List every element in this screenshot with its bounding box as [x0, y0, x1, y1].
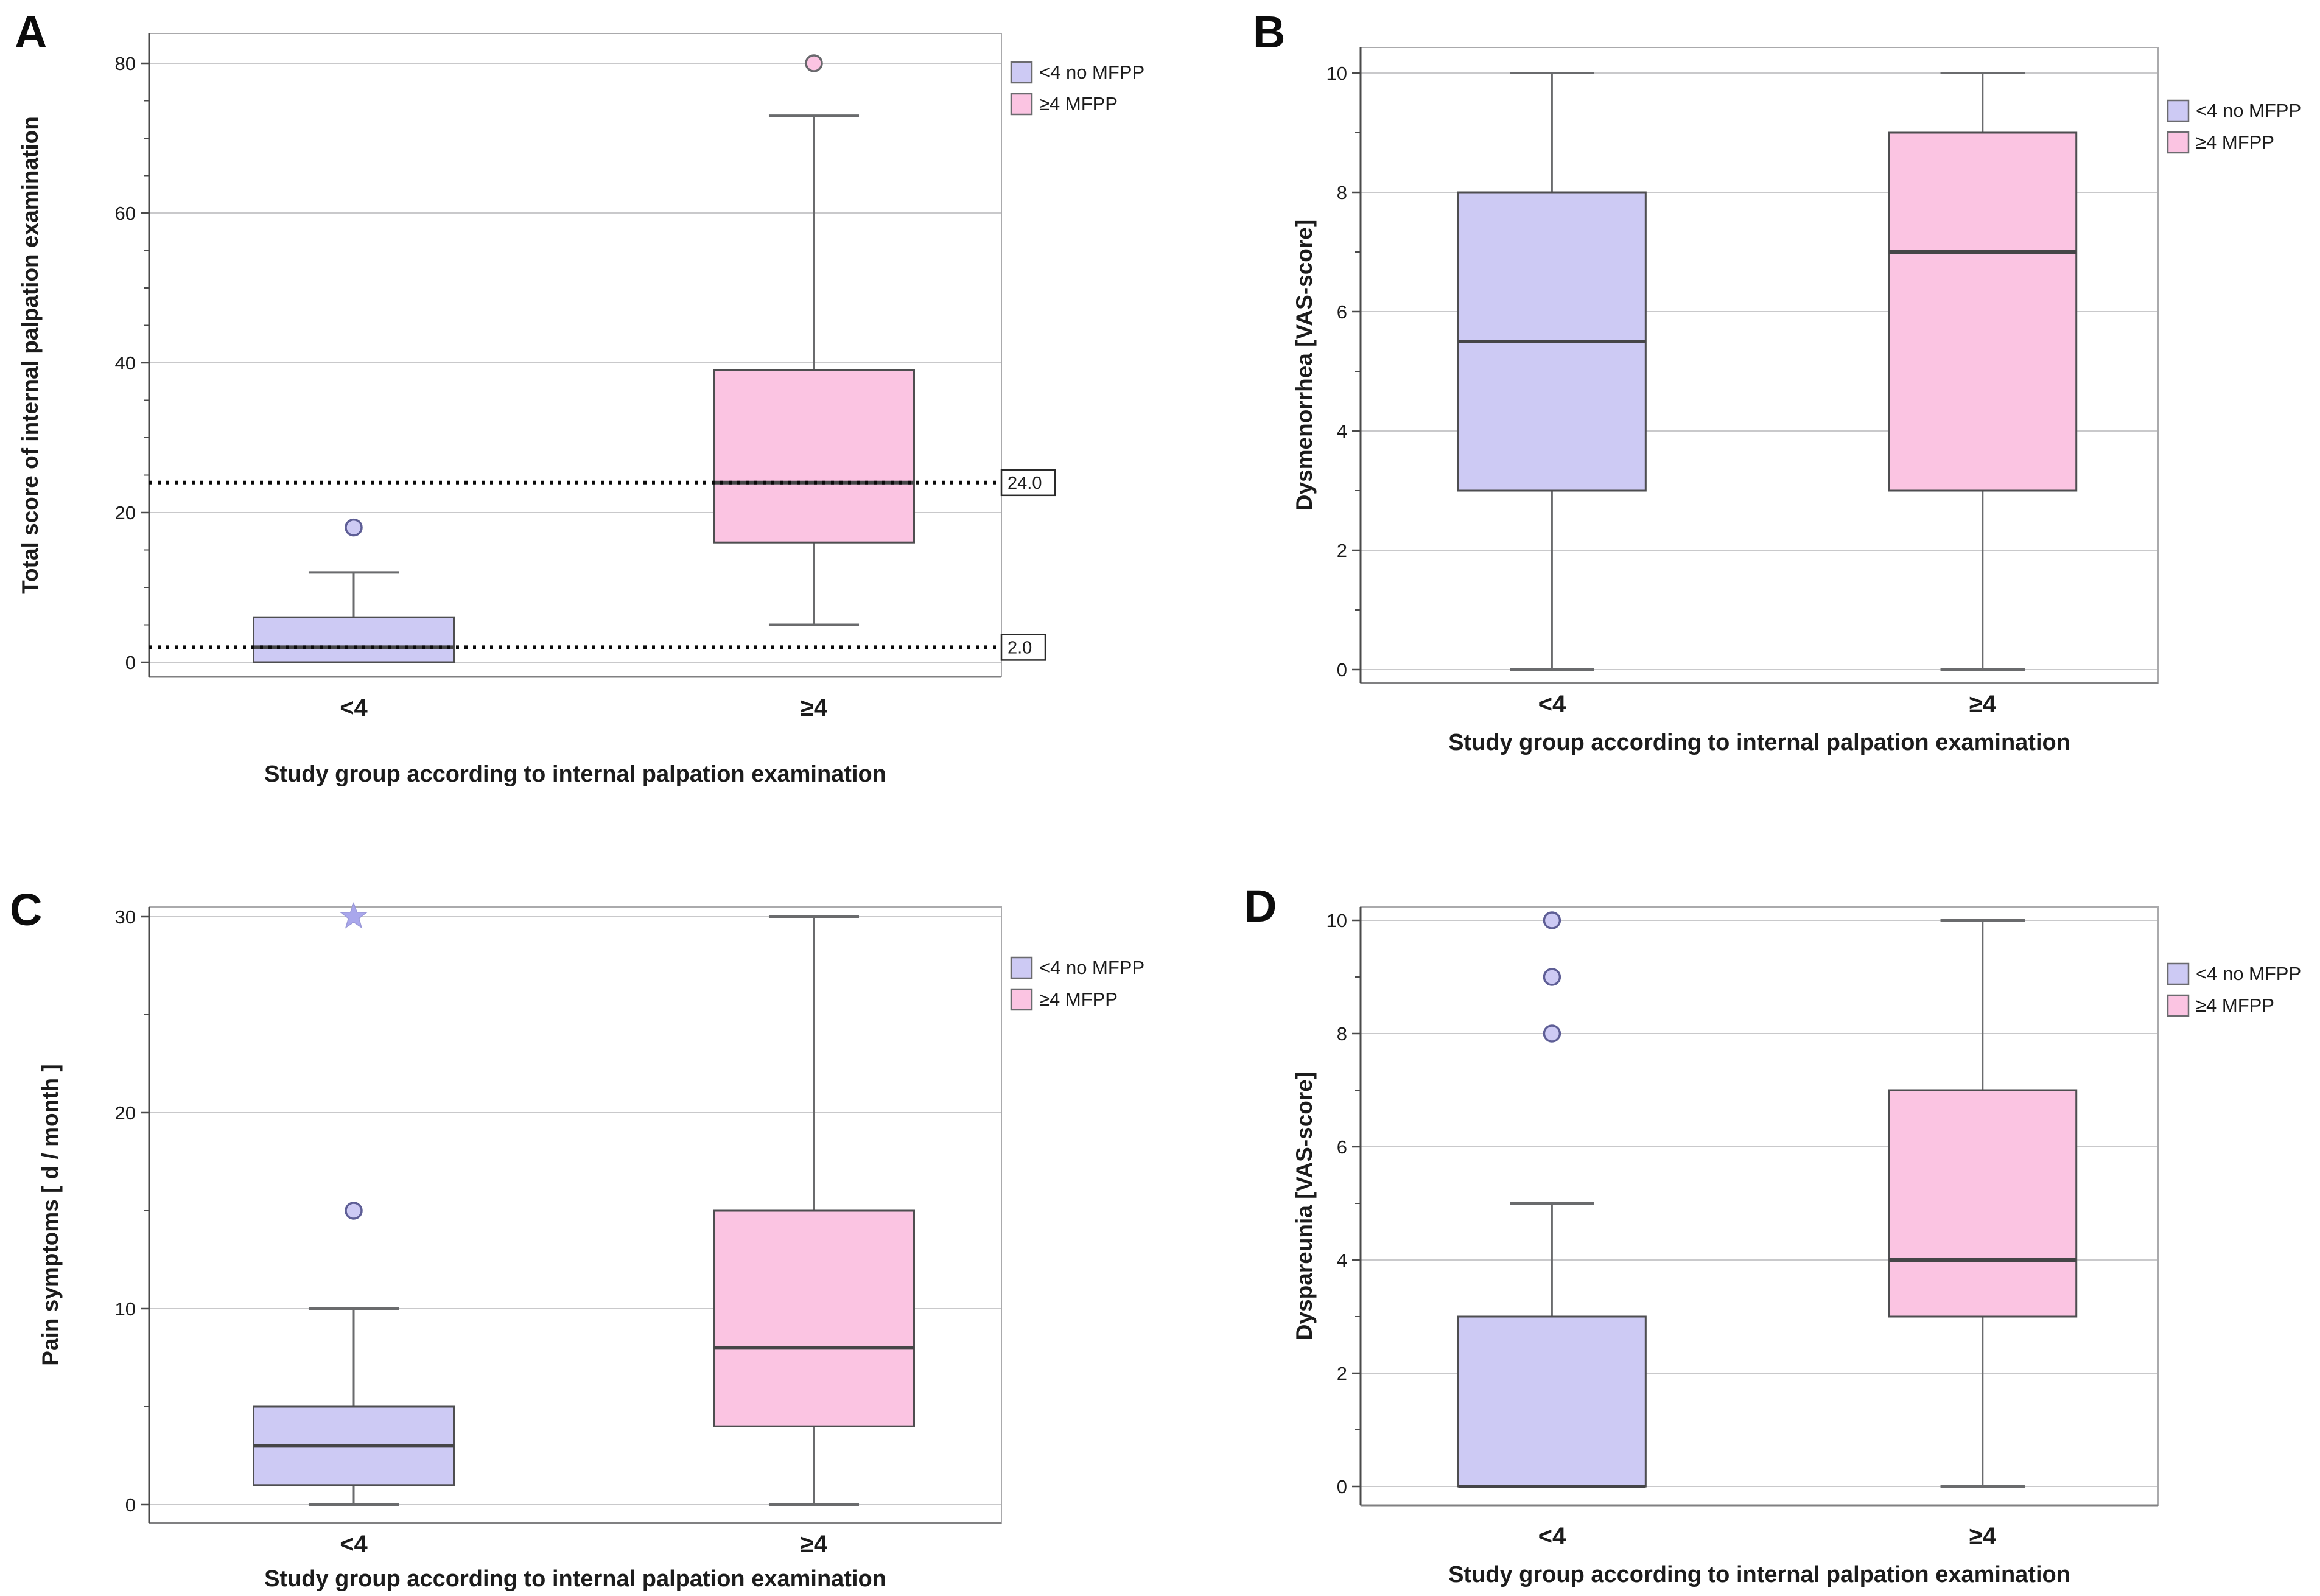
panel-label-d: D [1244, 881, 1277, 931]
y-axis-title: Total score of internal palpation examin… [18, 116, 43, 594]
box-lt4 [1457, 1315, 1647, 1488]
panel-label-a: A [15, 7, 47, 57]
legend-swatch [2167, 99, 2190, 122]
y-axis-tick-label: 0 [1337, 1476, 1347, 1497]
panel-label-b: B [1253, 7, 1286, 57]
y-axis-tick-label: 20 [115, 1102, 136, 1124]
y-axis-tick-label: 0 [125, 652, 136, 673]
box-ge4 [1888, 131, 2078, 492]
outlier-circle [805, 54, 823, 72]
y-axis-tick-label: 2 [1337, 540, 1347, 561]
legend-swatch [1010, 988, 1033, 1011]
y-axis-tick-label: 2 [1337, 1363, 1347, 1384]
x-category-label: <4 [1538, 1523, 1566, 1550]
legend-label: ≥4 MFPP [2196, 995, 2274, 1016]
x-category-label: ≥4 [801, 695, 828, 721]
boxplot-panel-a: 0 20 40 60 80 Total score of internal palpati… [18, 33, 1144, 787]
x-category-label: ≥4 [1969, 1523, 1997, 1550]
legend-swatch [2167, 131, 2190, 154]
legend-label: <4 no MFPP [1039, 957, 1144, 978]
y-axis-tick-label: 30 [115, 906, 136, 928]
reference-label-box [1000, 469, 1056, 497]
outlier-circle [345, 1202, 363, 1220]
y-axis-tick-label: 20 [115, 502, 136, 523]
y-axis-tick-label: 60 [115, 203, 136, 224]
extreme-star [340, 901, 368, 929]
outlier-circle [1543, 911, 1561, 929]
legend-label: ≥4 MFPP [1039, 93, 1118, 114]
reference-label-box [1000, 634, 1046, 661]
y-axis-title: Dysmenorrhea [VAS-score] [1292, 220, 1317, 511]
boxplot-panel-d: 0 2 4 6 8 10 Dyspareunia [VAS-score] Study grou… [1292, 906, 2301, 1587]
x-category-label: <4 [340, 695, 368, 721]
x-axis-title: Study group according to internal palpat… [264, 761, 886, 787]
x-axis-title: Study group according to internal palpat… [264, 1566, 886, 1592]
y-axis-tick-label: 8 [1337, 1023, 1347, 1045]
y-axis-title: Pain symptoms [ d / month ] [38, 1064, 63, 1365]
x-category-label: <4 [1538, 691, 1566, 718]
legend-swatch [1010, 956, 1033, 979]
boxplot-panel-c: 0 10 20 30 Pain symptoms [ d / month ] Study … [38, 901, 1144, 1592]
legend-label: <4 no MFPP [1039, 61, 1144, 83]
box-ge4 [713, 369, 915, 544]
outlier-circle [1543, 968, 1561, 986]
legend-label: <4 no MFPP [2196, 963, 2301, 984]
reference-label: 2.0 [1008, 638, 1032, 657]
x-category-label: ≥4 [801, 1531, 828, 1558]
y-axis-tick-label: 0 [1337, 659, 1347, 681]
y-axis-tick-label: 10 [1326, 63, 1347, 84]
y-axis-tick-label: 8 [1337, 182, 1347, 203]
legend-label: <4 no MFPP [2196, 100, 2301, 121]
x-category-label: <4 [340, 1531, 368, 1558]
legend-swatch [1010, 93, 1033, 116]
y-axis-title: Dyspareunia [VAS-score] [1292, 1072, 1317, 1340]
box-ge4 [1888, 1089, 2078, 1318]
x-category-label: ≥4 [1969, 691, 1997, 718]
y-axis-tick-label: 6 [1337, 1136, 1347, 1158]
y-axis-tick-label: 0 [125, 1494, 136, 1516]
box-ge4 [713, 1209, 915, 1427]
legend-swatch [2167, 962, 2190, 985]
y-axis-tick-label: 6 [1337, 301, 1347, 323]
legend-label: ≥4 MFPP [1039, 989, 1118, 1010]
legend-swatch [2167, 994, 2190, 1017]
y-axis-tick-label: 80 [115, 53, 136, 74]
legend-swatch [1010, 61, 1033, 84]
reference-label: 24.0 [1008, 474, 1042, 493]
plot-frame [149, 33, 1002, 677]
outlier-circle [1543, 1024, 1561, 1043]
box-lt4 [253, 616, 455, 663]
x-axis-title: Study group according to internal palpat… [1448, 1562, 2070, 1587]
y-axis-tick-label: 4 [1337, 1250, 1347, 1271]
y-axis-tick-label: 10 [1326, 910, 1347, 931]
y-axis-tick-label: 10 [115, 1298, 136, 1320]
panel-label-c: C [10, 884, 43, 935]
legend-label: ≥4 MFPP [2196, 131, 2274, 153]
boxplot-panel-b: 0 2 4 6 8 10 Dysmenorrhea [VAS-score] Study gro… [1292, 47, 2301, 755]
outlier-circle [345, 518, 363, 537]
y-axis-tick-label: 4 [1337, 421, 1347, 442]
x-axis-title: Study group according to internal palpat… [1448, 730, 2070, 755]
y-axis-tick-label: 40 [115, 352, 136, 374]
